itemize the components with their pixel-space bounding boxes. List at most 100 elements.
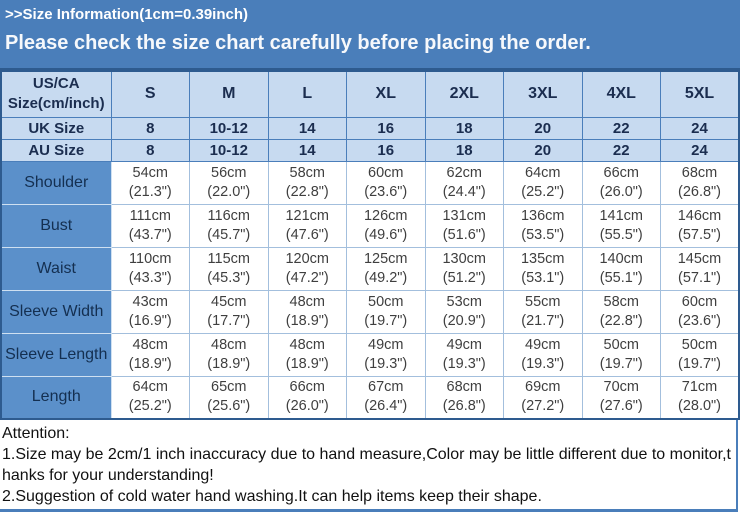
size-value-cell: 22 (581, 138, 661, 162)
measurement-inch: (27.6") (599, 398, 643, 415)
measurement-inch: (55.1") (599, 269, 643, 286)
measurement-cm: 120cm (285, 250, 330, 267)
measurement-inch: (25.2") (521, 183, 565, 200)
measurement-cm: 146cm (677, 207, 722, 224)
measurement-cm: 111cm (129, 207, 171, 224)
measurement-cm: 64cm (525, 164, 561, 181)
measurement-cm: 50cm (603, 336, 639, 353)
measurement-inch: (22.8") (599, 312, 643, 329)
row-label: Sleeve Width (0, 289, 112, 334)
measurement-cell: 58cm (22.8") (581, 289, 661, 334)
measurement-cell: 43cm (16.9") (110, 289, 190, 334)
measurement-cm: 48cm (211, 336, 247, 353)
size-value-cell: 16 (346, 138, 426, 162)
measurement-inch: (22.8") (285, 183, 329, 200)
measurement-inch: (16.9") (128, 312, 172, 329)
measurement-cell: 71cm (28.0") (660, 375, 740, 420)
column-header: XL (346, 70, 426, 118)
measurement-inch: (43.7") (128, 226, 172, 243)
size-information-title: >>Size Information(1cm=0.39inch) (5, 6, 248, 23)
measurement-inch: (26.0") (285, 398, 329, 415)
table-row: Shoulder 54cm (21.3") 56cm (22.0") 58cm (22.8"… (0, 160, 740, 205)
attention-line: 1.Size may be 2cm/1 inch inaccuracy due … (2, 446, 731, 463)
row-label: Sleeve Length (0, 332, 112, 377)
measurement-cm: 67cm (368, 379, 404, 396)
measurement-inch: (24.4") (442, 183, 486, 200)
column-header: S (110, 70, 190, 118)
measurement-cm: 56cm (211, 164, 247, 181)
measurement-cm: 65cm (211, 379, 247, 396)
measurement-cm: 66cm (289, 379, 325, 396)
measurement-inch: (18.9") (128, 355, 172, 372)
measurement-cell: 116cm (45.7") (189, 203, 269, 248)
measurement-cm: 115cm (207, 250, 250, 267)
measurement-cm: 60cm (681, 293, 718, 310)
column-header: 4XL (581, 70, 661, 118)
measurement-inch: (21.3") (128, 183, 172, 200)
measurement-cm: 68cm (681, 164, 718, 181)
table-row: Sleeve Length 48cm (18.9") 48cm (18.9") 48cm (… (0, 332, 740, 377)
row-label: Waist (0, 246, 112, 291)
measurement-inch: (18.9") (285, 355, 329, 372)
size-value-cell: 14 (267, 116, 347, 140)
attention-section: Attention: 1.Size may be 2cm/1 inch inacc… (0, 420, 738, 512)
measurement-cell: 70cm (27.6") (581, 375, 661, 420)
measurement-inch: (55.5") (599, 226, 643, 243)
measurement-cm: 136cm (520, 207, 565, 224)
measurement-cell: 146cm (57.5") (660, 203, 740, 248)
row-label: Shoulder (0, 160, 112, 205)
measurement-cm: 70cm (603, 379, 639, 396)
measurement-cell: 45cm (17.7") (189, 289, 269, 334)
table-row: Sleeve Width 43cm (16.9") 45cm (17.7") 48cm (1… (0, 289, 740, 334)
measurement-cm: 126cm (363, 207, 408, 224)
measurement-inch: (17.7") (207, 312, 251, 329)
size-value-cell: 24 (660, 116, 740, 140)
measurement-cm: 130cm (442, 250, 487, 267)
measurement-cell: 50cm (19.7") (581, 332, 661, 377)
measurement-inch: (49.2") (364, 269, 408, 286)
measurement-cm: 49cm (446, 336, 482, 353)
column-header: 3XL (503, 70, 583, 118)
measurement-inch: (26.8") (677, 183, 722, 200)
size-information-banner: >>Size Information(1cm=0.39inch) Please … (0, 0, 740, 70)
measurement-inch: (25.2") (128, 398, 172, 415)
measurement-cm: 145cm (677, 250, 722, 267)
measurement-cm: 62cm (446, 164, 482, 181)
measurement-cell: 126cm (49.6") (346, 203, 426, 248)
measurement-cell: 67cm (26.4") (346, 375, 426, 420)
measurement-cell: 66cm (26.0") (581, 160, 661, 205)
table-row: Waist 110cm (43.3") 115cm (45.3") 120cm (47.2"… (0, 246, 740, 291)
measurement-cm: 43cm (132, 293, 168, 310)
measurement-cm: 54cm (132, 164, 168, 181)
measurement-cm: 140cm (599, 250, 644, 267)
table-header-row: US/CA Size(cm/inch) S M L XL 2XL 3XL 4XL 5XL (0, 70, 740, 118)
measurement-cell: 55cm (21.7") (503, 289, 583, 334)
measurement-cell: 131cm (51.6") (424, 203, 504, 248)
measurement-cell: 121cm (47.6") (267, 203, 347, 248)
size-value-cell: 20 (503, 116, 583, 140)
measurement-inch: (19.7") (599, 355, 643, 372)
measurement-inch: (53.5") (521, 226, 565, 243)
measurement-cm: 116cm (207, 207, 250, 224)
measurement-cell: 120cm (47.2") (267, 246, 347, 291)
measurement-cell: 60cm (23.6") (346, 160, 426, 205)
measurement-inch: (19.7") (677, 355, 722, 372)
size-value-cell: 10-12 (189, 116, 269, 140)
table-row: Bust 111cm (43.7") 116cm (45.7") 121cm (47.6")… (0, 203, 740, 248)
measurement-cell: 54cm (21.3") (110, 160, 190, 205)
column-header: M (189, 70, 269, 118)
measurement-cm: 53cm (446, 293, 482, 310)
row-label: Length (0, 375, 112, 420)
size-value-cell: 14 (267, 138, 347, 162)
column-header: 5XL (660, 70, 740, 118)
measurement-inch: (53.1") (521, 269, 565, 286)
measurement-inch: (47.2") (285, 269, 329, 286)
measurement-inch: (23.6") (364, 183, 408, 200)
measurement-cell: 49cm (19.3") (346, 332, 426, 377)
measurement-cm: 60cm (368, 164, 404, 181)
measurement-inch: (45.7") (207, 226, 251, 243)
measurement-cell: 50cm (19.7") (346, 289, 426, 334)
size-chart-warning: Please check the size chart carefully be… (5, 32, 591, 54)
measurement-cell: 136cm (53.5") (503, 203, 583, 248)
measurement-cell: 65cm (25.6") (189, 375, 269, 420)
